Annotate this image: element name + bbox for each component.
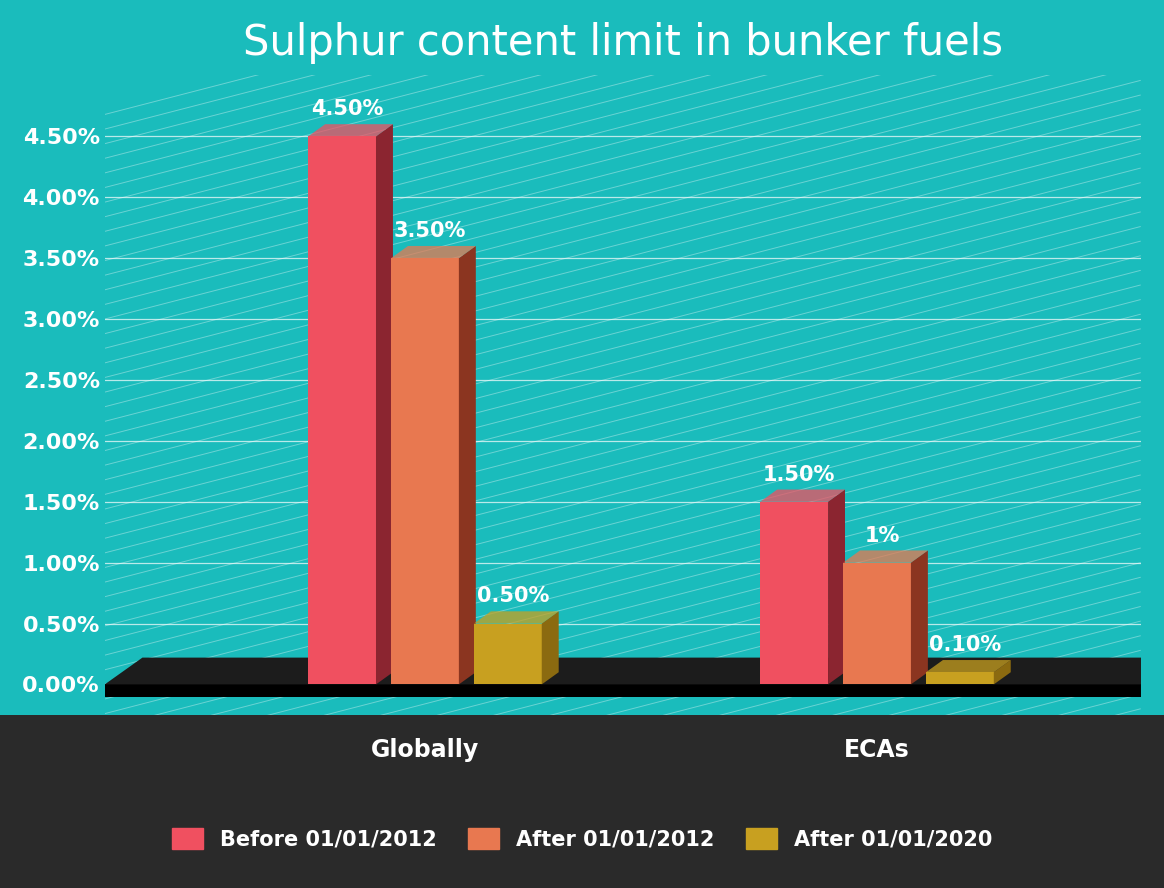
Text: 1.50%: 1.50% [764, 464, 836, 485]
Bar [843, 563, 911, 685]
Polygon shape [828, 489, 845, 685]
Polygon shape [308, 124, 393, 137]
Bar [927, 672, 994, 685]
Polygon shape [994, 660, 1010, 685]
Polygon shape [911, 551, 928, 685]
Bar [760, 502, 828, 685]
Title: Sulphur content limit in bunker fuels: Sulphur content limit in bunker fuels [243, 21, 1002, 64]
Polygon shape [760, 489, 845, 502]
Text: Globally: Globally [371, 738, 480, 763]
Text: 4.50%: 4.50% [311, 99, 383, 119]
Polygon shape [843, 551, 928, 563]
Polygon shape [105, 658, 1164, 685]
Polygon shape [459, 246, 476, 685]
Text: 3.50%: 3.50% [393, 221, 467, 242]
Bar [474, 623, 541, 685]
Bar [308, 137, 376, 685]
Polygon shape [927, 660, 1010, 672]
Text: 0.10%: 0.10% [929, 635, 1001, 655]
Polygon shape [474, 611, 559, 623]
Bar [391, 258, 459, 685]
Legend: Before 01/01/2012, After 01/01/2012, After 01/01/2020: Before 01/01/2012, After 01/01/2012, Aft… [162, 817, 1002, 860]
Bar [105, 685, 1141, 696]
Text: 1%: 1% [865, 526, 900, 545]
Polygon shape [391, 246, 476, 258]
Text: ECAs: ECAs [844, 738, 910, 763]
Polygon shape [376, 124, 393, 685]
Polygon shape [541, 611, 559, 685]
Polygon shape [1141, 658, 1164, 696]
Text: 0.50%: 0.50% [477, 586, 549, 607]
